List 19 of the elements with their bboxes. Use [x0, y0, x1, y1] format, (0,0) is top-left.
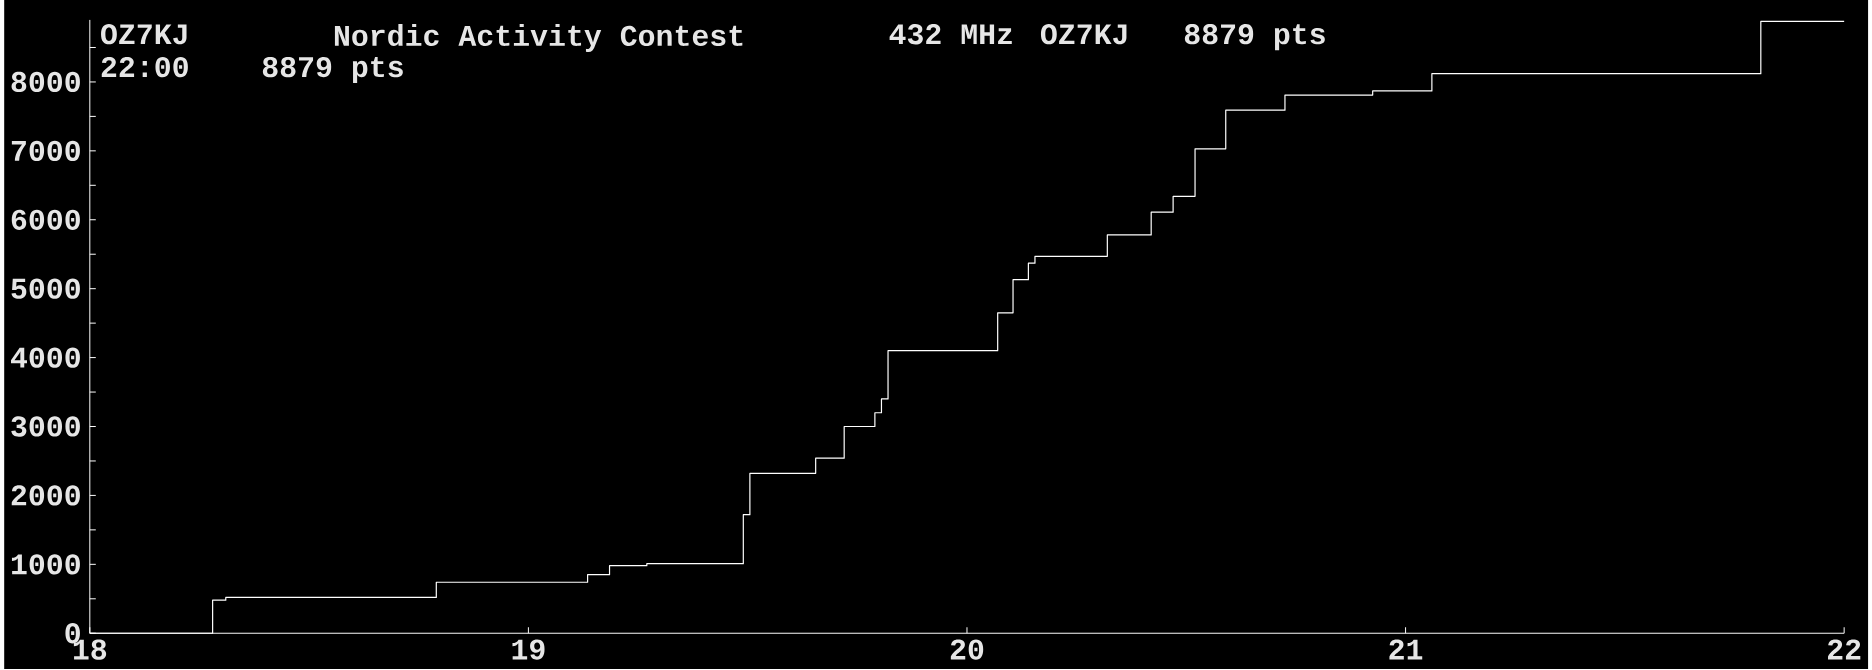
annotation: 432 MHz	[889, 24, 1012, 45]
x-tick-label: 21	[1389, 639, 1423, 660]
y-tick-label: 3000	[11, 416, 80, 437]
annotation: 22:00	[101, 57, 188, 78]
x-tick-label: 20	[950, 639, 984, 660]
x-tick-label: 22	[1828, 639, 1861, 660]
annotation: 8879 pts	[262, 57, 403, 84]
y-tick-label: 2000	[11, 485, 80, 506]
annotation: OZ7KJ	[1040, 24, 1127, 45]
y-tick-label: 5000	[11, 278, 80, 299]
y-tick-label: 4000	[11, 347, 80, 368]
x-tick-label: 19	[512, 639, 545, 660]
y-tick-label: 7000	[11, 140, 80, 162]
y-tick-label: 8000	[11, 71, 80, 93]
annotation: 8879 pts	[1184, 24, 1325, 51]
annotation: OZ7KJ	[101, 24, 187, 45]
chart-title: Nordic Activity Contest	[334, 24, 743, 53]
y-tick-label: 6000	[11, 209, 80, 231]
y-tick-label: 1000	[11, 554, 80, 575]
